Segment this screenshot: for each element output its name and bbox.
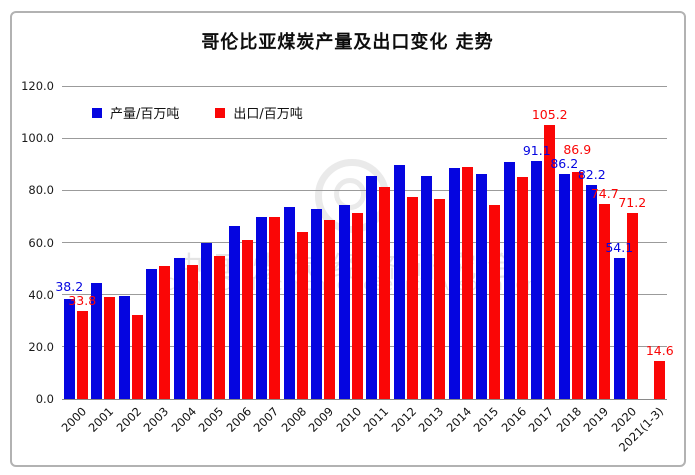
bar-export-2001 xyxy=(104,297,116,399)
bar-production-2016 xyxy=(503,162,515,399)
bar-export-2015 xyxy=(489,204,501,399)
bar-export-2017 xyxy=(544,124,556,399)
bar-export-2013 xyxy=(434,198,446,399)
legend-label-export: 出口/百万吨 xyxy=(233,107,303,122)
data-label-production-2017: 91.1 xyxy=(522,143,551,159)
y-tick-label-80.0: 80.0 xyxy=(28,183,54,198)
data-label-export-2021(1-3): 14.6 xyxy=(645,342,674,358)
bar-production-2011 xyxy=(366,175,378,399)
bar-production-2002 xyxy=(118,295,130,399)
watermark-text-en: China Coal Economic Research Association xyxy=(163,275,537,294)
bar-production-2001 xyxy=(91,283,103,399)
bar-export-2008 xyxy=(296,232,308,399)
gridline-20.0 xyxy=(62,346,667,348)
bar-production-2017 xyxy=(531,161,543,399)
bar-production-2004 xyxy=(173,258,185,399)
bar-production-2019 xyxy=(586,184,598,399)
bar-export-2006 xyxy=(241,239,253,399)
bar-export-2021(1-3) xyxy=(654,360,666,399)
bar-export-2019 xyxy=(599,204,611,399)
bar-production-2005 xyxy=(201,243,213,399)
bar-export-2009 xyxy=(324,220,336,399)
gridline-80.0 xyxy=(62,189,667,191)
bar-production-2007 xyxy=(256,216,268,399)
bar-export-2005 xyxy=(214,256,226,399)
bar-export-2010 xyxy=(351,212,363,399)
bar-export-2016 xyxy=(516,177,528,399)
legend-label-production: 产量/百万吨 xyxy=(110,107,180,122)
data-label-production-2020: 54.1 xyxy=(605,239,634,255)
data-label-export-2019: 74.7 xyxy=(590,186,619,202)
bar-export-2011 xyxy=(379,186,391,399)
y-tick-label-40.0: 40.0 xyxy=(28,287,54,302)
watermark-emblem-inner-ring xyxy=(334,178,366,210)
bar-export-2007 xyxy=(269,217,281,399)
export-swatch-icon xyxy=(215,107,226,118)
bar-production-2015 xyxy=(476,173,488,399)
bar-production-2018 xyxy=(558,174,570,399)
bar-production-2010 xyxy=(338,205,350,399)
bar-production-2020 xyxy=(613,257,625,399)
data-label-production-2019: 82.2 xyxy=(577,166,606,182)
bar-production-2003 xyxy=(146,268,158,399)
bar-export-2012 xyxy=(406,196,418,399)
gridline-100.0 xyxy=(62,137,667,139)
y-tick-label-20.0: 20.0 xyxy=(28,339,54,354)
bar-production-2014 xyxy=(448,167,460,399)
data-label-export-2017: 105.2 xyxy=(531,106,568,122)
bar-export-2000 xyxy=(76,310,88,399)
y-tick-label-100.0: 100.0 xyxy=(21,131,54,146)
y-tick-label-120.0: 120.0 xyxy=(21,79,54,93)
data-label-export-2018: 86.9 xyxy=(563,142,592,158)
bar-export-2018 xyxy=(571,172,583,399)
bar-production-2006 xyxy=(228,226,240,399)
bar-production-2009 xyxy=(311,208,323,399)
y-tick-label-60.0: 60.0 xyxy=(28,235,54,250)
bar-production-2012 xyxy=(393,165,405,399)
data-label-production-2018: 86.2 xyxy=(550,156,579,172)
bar-export-2003 xyxy=(159,265,171,399)
legend-item-export: 出口/百万吨 xyxy=(215,103,303,122)
legend: 产量/百万吨 出口/百万吨 xyxy=(92,103,303,122)
legend-item-production: 产量/百万吨 xyxy=(92,103,179,122)
data-label-export-2000: 33.8 xyxy=(68,292,97,308)
data-label-production-2000: 38.2 xyxy=(55,278,84,294)
bar-export-2014 xyxy=(461,166,473,399)
bar-export-2020 xyxy=(626,213,638,399)
gridline-120.0 xyxy=(62,85,667,87)
production-swatch-icon xyxy=(92,107,102,118)
bar-export-2004 xyxy=(186,264,198,399)
bar-production-2008 xyxy=(283,206,295,399)
gridline-0.0 xyxy=(62,398,667,400)
gridline-40.0 xyxy=(62,294,667,296)
y-tick-label-0.0: 0.0 xyxy=(35,392,54,406)
gridline-60.0 xyxy=(62,242,667,243)
bar-production-2013 xyxy=(421,175,433,399)
chart-title: 哥伦比亚煤炭产量及出口变化 走势 xyxy=(201,32,494,53)
bar-export-2002 xyxy=(131,315,143,399)
bar-production-2000 xyxy=(63,299,75,399)
data-label-export-2020: 71.2 xyxy=(618,195,647,211)
